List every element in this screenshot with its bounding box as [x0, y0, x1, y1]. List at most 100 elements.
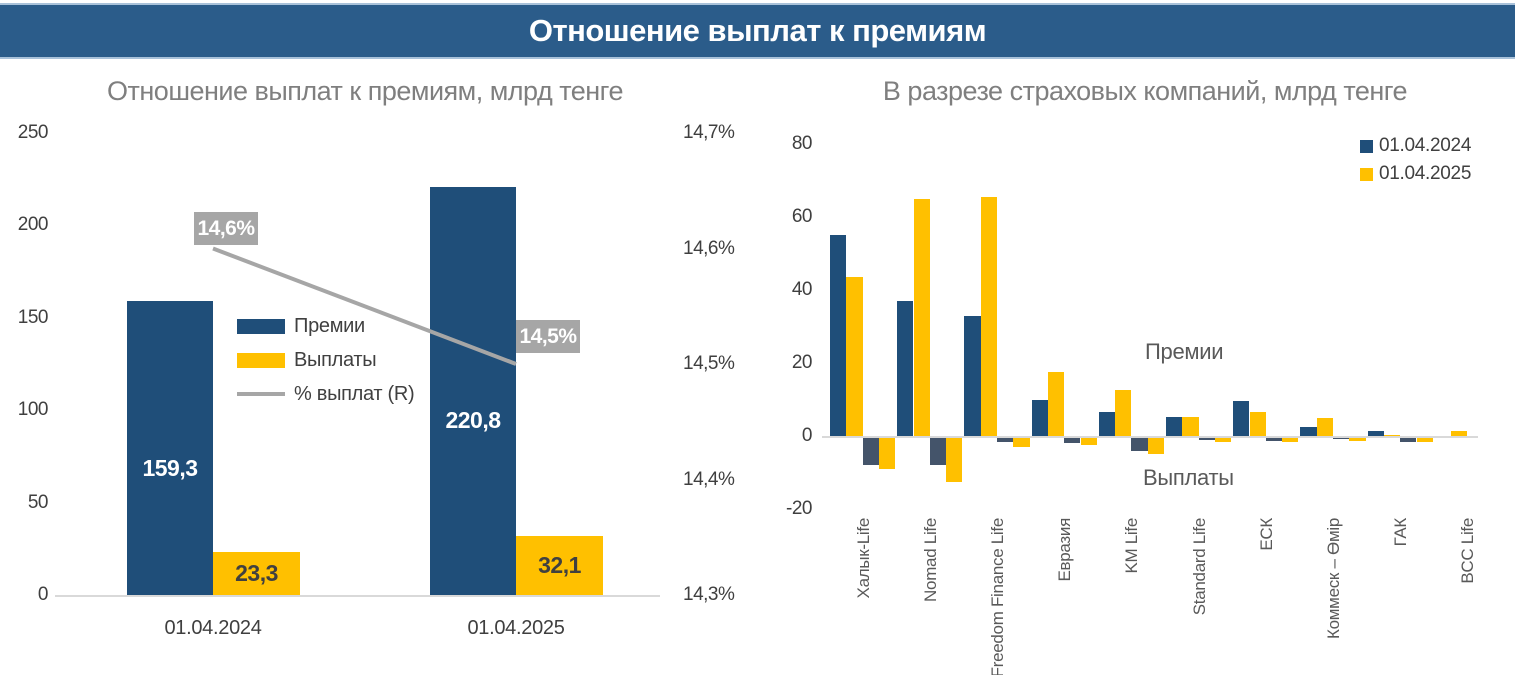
ratio-callout: 14,5% — [516, 320, 580, 353]
bar-premium-2024 — [1300, 426, 1317, 436]
right-chart-axis-tick: 20 — [791, 352, 813, 373]
legend-line-swatch — [237, 392, 285, 396]
bar-payment-2025 — [1013, 438, 1030, 448]
right-chart-axis-tick: 80 — [791, 133, 813, 154]
legend-item: % выплат (R) — [237, 382, 415, 405]
left-axis-tick: 250 — [17, 122, 49, 143]
bar-payment-value: 23,3 — [235, 560, 278, 587]
legend-item-label: 01.04.2025 — [1379, 163, 1472, 184]
bar-premium-2025 — [1249, 412, 1266, 436]
percent-axis-tick: 14,4% — [683, 468, 735, 490]
bar-premium — [127, 300, 213, 595]
bar-payment-2025 — [1214, 438, 1232, 443]
company-label: Коммеск – Өмір — [1324, 518, 1343, 639]
right-chart-title: В разрезе страховых компаний, млрд тенге — [882, 76, 1408, 106]
bar-payment-2024 — [997, 438, 1014, 442]
right-chart-axis-tick: 60 — [791, 206, 813, 227]
bar-payment-2025 — [1349, 438, 1366, 441]
bar-payment-2024 — [1064, 438, 1081, 444]
bar-premium-2025 — [1451, 431, 1468, 436]
page-title: Отношение выплат к премиям — [528, 13, 987, 48]
bar-premium-2025 — [980, 196, 997, 436]
bar-premium-2024 — [1367, 431, 1384, 436]
right-chart-axis-tick: -20 — [786, 498, 812, 519]
bar-payment-2025 — [1080, 438, 1097, 446]
annotation-payments: Выплаты — [1143, 465, 1234, 490]
bar-payment-2025 — [878, 438, 896, 470]
percent-axis-tick: 14,3% — [683, 584, 735, 605]
bar-premium-2025 — [846, 277, 863, 436]
bar-premium-2024 — [1166, 417, 1183, 436]
legend-item: Выплаты — [237, 348, 377, 371]
left-axis-tick: 150 — [17, 306, 49, 328]
company-label: Nomad Life — [920, 518, 940, 602]
legend-item-label: 01.04.2024 — [1379, 135, 1472, 156]
ratio-callout: 14,6% — [194, 212, 258, 245]
ratio-line — [212, 246, 517, 366]
bar-payment — [516, 535, 603, 595]
bar-premium-2025 — [1182, 417, 1199, 436]
annotation-premiums: Премии — [1145, 339, 1224, 364]
percent-axis-tick: 14,5% — [683, 353, 735, 374]
bar-premium-2025 — [1115, 390, 1132, 436]
legend-bar-swatch — [237, 318, 285, 334]
bar-premium-2025 — [913, 198, 930, 436]
company-label: Евразия — [1055, 518, 1075, 582]
bar-premium-2025 — [1047, 372, 1065, 436]
bar-payment-value: 32,1 — [538, 552, 581, 579]
legend-item-label: % выплат (R) — [294, 382, 415, 405]
legend-bar-swatch — [1360, 167, 1373, 181]
bar-payment-2024 — [929, 438, 947, 466]
percent-axis-tick: 14,6% — [683, 237, 735, 259]
bar-payment-2024 — [1265, 438, 1283, 441]
left-x-label: 01.04.2024 — [164, 617, 262, 639]
bar-payment-2024 — [1198, 438, 1215, 441]
bar-payment-2025 — [946, 438, 963, 482]
bar-payment-2024 — [862, 438, 879, 466]
company-label: Standard Life — [1189, 518, 1209, 616]
bar-payment-2024 — [1333, 438, 1350, 440]
bar-payment — [213, 551, 300, 595]
legend-bar-swatch — [1360, 139, 1373, 153]
legend-bar-swatch — [237, 352, 285, 368]
bar-premium-2025 — [1383, 434, 1401, 436]
bar-premium-2024 — [964, 315, 981, 436]
company-label: KM Life — [1122, 518, 1142, 574]
bar-payment-2025 — [1147, 438, 1164, 455]
percent-axis-tick: 14,7% — [683, 122, 735, 143]
legend-item: 01.04.2024 — [1360, 135, 1472, 156]
bar-payment-2025 — [1282, 438, 1299, 443]
left-chart-title: Отношение выплат к премиям, млрд тенге — [107, 76, 623, 106]
legend-item: 01.04.2025 — [1360, 163, 1472, 184]
right-chart-axis-tick: 40 — [791, 279, 813, 300]
legend-item-label: Премии — [294, 314, 365, 337]
bar-premium-2025 — [1316, 418, 1333, 436]
bar-premium-value: 220,8 — [445, 406, 501, 433]
left-axis-tick: 200 — [17, 214, 49, 236]
company-label: ЕСК — [1256, 518, 1276, 551]
legend-item-label: Выплаты — [294, 348, 377, 371]
company-label: BCC Life — [1458, 518, 1478, 584]
bar-premium-value: 159,3 — [142, 455, 198, 482]
left-axis-tick: 0 — [37, 584, 49, 605]
left-x-label: 01.04.2025 — [467, 617, 565, 639]
header-banner: Отношение выплат к премиям — [0, 3, 1515, 59]
company-label: Freedom Finance Life — [988, 518, 1007, 675]
left-axis-tick: 50 — [27, 491, 49, 513]
bar-premium — [430, 186, 516, 595]
bar-premium-2024 — [830, 235, 847, 436]
bar-premium-2024 — [897, 300, 914, 436]
company-label: ГАК — [1391, 518, 1411, 547]
company-label: Халык-Life — [853, 518, 873, 599]
bar-premium-2024 — [1233, 401, 1250, 436]
right-chart-baseline — [822, 436, 1478, 438]
left-chart-baseline — [55, 595, 660, 597]
left-axis-tick: 100 — [17, 399, 49, 421]
bar-premium-2024 — [1031, 399, 1048, 436]
right-chart-axis-tick: 0 — [801, 425, 813, 446]
bar-payment-2025 — [1416, 438, 1433, 442]
bar-payment-2024 — [1131, 438, 1148, 452]
bar-premium-2024 — [1098, 412, 1116, 436]
bar-payment-2024 — [1400, 438, 1417, 442]
